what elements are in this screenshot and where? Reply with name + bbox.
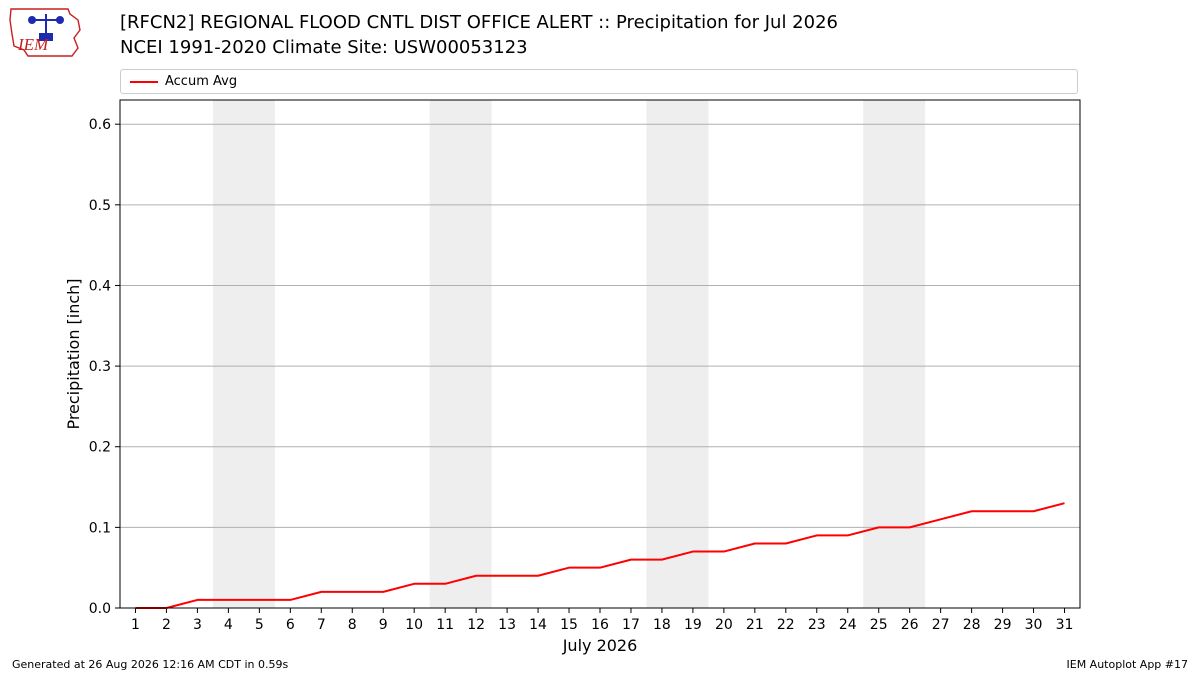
x-tick-label: 1 <box>131 617 140 633</box>
weekend-band-3 <box>646 100 709 608</box>
x-tick-label: 16 <box>591 617 609 633</box>
x-tick-label: 10 <box>405 617 423 633</box>
x-tick-label: 27 <box>932 617 950 633</box>
x-axis-label: July 2026 <box>562 636 638 655</box>
weekend-band-1 <box>212 100 275 608</box>
x-tick-label: 7 <box>317 617 326 633</box>
plot-frame <box>119 99 1081 609</box>
x-tick-label: 18 <box>653 617 671 633</box>
x-tick-label: 6 <box>286 617 295 633</box>
x-tick-label: 20 <box>715 617 733 633</box>
x-tick-label: 23 <box>808 617 826 633</box>
iem-logo: IEM <box>9 8 81 57</box>
x-tick-label: 29 <box>994 617 1012 633</box>
legend-label-accum-avg: Accum Avg <box>165 74 238 89</box>
x-tick-label: 30 <box>1025 617 1043 633</box>
x-tick-label: 8 <box>348 617 357 633</box>
weekend-band-2 <box>429 100 492 608</box>
x-tick-label: 31 <box>1056 617 1074 633</box>
x-tick-label: 5 <box>255 617 264 633</box>
x-tick-label: 17 <box>622 617 640 633</box>
x-tick-label: 15 <box>560 617 578 633</box>
y-tick-label: 0.6 <box>89 117 111 133</box>
series-line-accum-avg <box>135 502 1065 609</box>
chart-title: [RFCN2] REGIONAL FLOOD CNTL DIST OFFICE … <box>120 12 838 33</box>
x-tick-label: 14 <box>529 617 547 633</box>
legend: Accum Avg <box>120 69 1078 94</box>
legend-line-swatch <box>130 81 158 83</box>
x-tick-label: 4 <box>224 617 233 633</box>
chart-subtitle: NCEI 1991-2020 Climate Site: USW00053123 <box>120 37 528 58</box>
app-credit: IEM Autoplot App #17 <box>1066 658 1189 671</box>
y-tick-label: 0.3 <box>89 359 111 375</box>
x-tick-label: 11 <box>436 617 454 633</box>
x-tick-label: 3 <box>193 617 202 633</box>
x-tick-label: 25 <box>870 617 888 633</box>
x-tick-label: 22 <box>777 617 795 633</box>
x-tick-label: 28 <box>963 617 981 633</box>
x-tick-label: 2 <box>162 617 171 633</box>
x-tick-label: 24 <box>839 617 857 633</box>
x-tick-label: 13 <box>498 617 516 633</box>
logo-text: IEM <box>17 35 49 54</box>
y-tick-label: 0.0 <box>89 601 111 617</box>
y-tick-label: 0.4 <box>89 278 111 294</box>
y-tick-label: 0.5 <box>89 198 111 214</box>
y-axis-label: Precipitation [inch] <box>64 278 83 429</box>
weather-station-icon <box>28 14 64 41</box>
x-tick-label: 12 <box>467 617 485 633</box>
y-tick-label: 0.1 <box>89 520 111 536</box>
x-tick-label: 19 <box>684 617 702 633</box>
y-tick-label: 0.2 <box>89 440 111 456</box>
x-tick-label: 9 <box>379 617 388 633</box>
weekend-band-4 <box>863 100 926 608</box>
x-tick-label: 26 <box>901 617 919 633</box>
x-tick-label: 21 <box>746 617 764 633</box>
generated-timestamp: Generated at 26 Aug 2026 12:16 AM CDT in… <box>12 658 289 671</box>
